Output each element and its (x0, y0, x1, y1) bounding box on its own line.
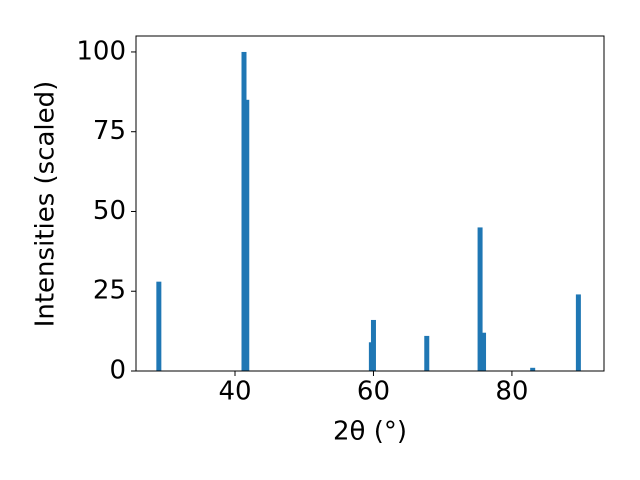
bar (575, 294, 581, 371)
bar (370, 319, 376, 371)
x-axis-label: 2θ (°) (333, 417, 407, 447)
x-tick-label: 40 (218, 377, 251, 407)
y-tick-label: 100 (76, 36, 126, 66)
bar (241, 51, 247, 371)
y-tick-label: 50 (93, 196, 126, 226)
y-tick-label: 0 (109, 356, 126, 386)
x-tick-label: 80 (495, 377, 528, 407)
plot-frame (135, 35, 605, 372)
bar (424, 335, 430, 371)
y-tick-label: 75 (93, 116, 126, 146)
y-axis-label: Intensities (scaled) (31, 81, 61, 328)
x-tick-label: 60 (357, 377, 390, 407)
bar (156, 281, 162, 371)
bar (477, 227, 483, 371)
bar (244, 99, 250, 372)
bar (530, 367, 536, 371)
y-tick-label: 25 (93, 276, 126, 306)
bar (481, 332, 487, 371)
